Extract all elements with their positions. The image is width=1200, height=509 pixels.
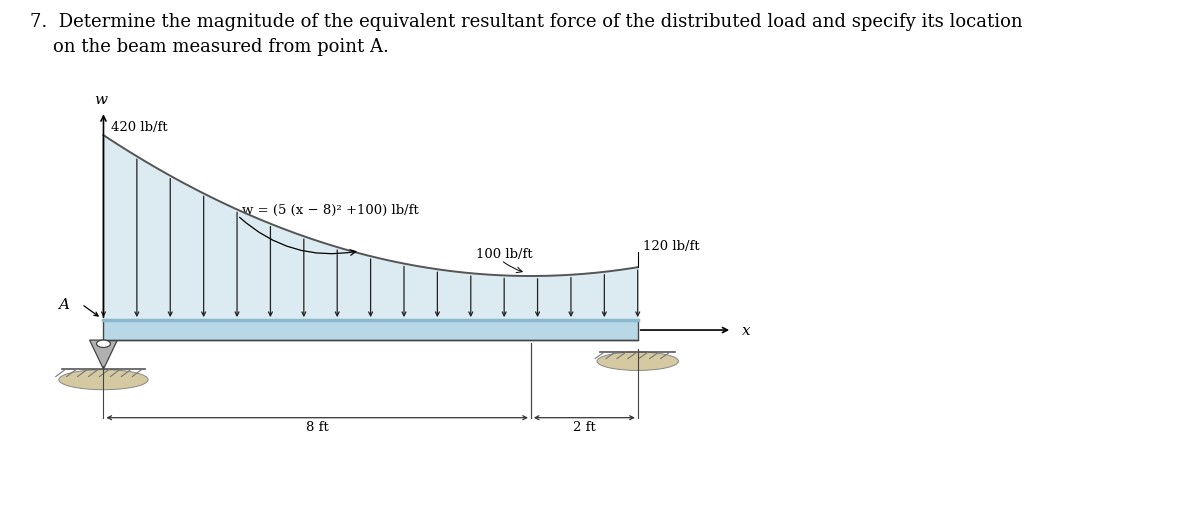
Text: 7.  Determine the magnitude of the equivalent resultant force of the distributed: 7. Determine the magnitude of the equiva… xyxy=(30,13,1022,31)
Text: 2 ft: 2 ft xyxy=(572,420,595,433)
Text: 8 ft: 8 ft xyxy=(306,420,329,433)
Polygon shape xyxy=(90,341,118,370)
Text: 100 lb/ft: 100 lb/ft xyxy=(476,248,533,261)
Text: 120 lb/ft: 120 lb/ft xyxy=(643,240,700,253)
Text: 420 lb/ft: 420 lb/ft xyxy=(112,120,168,133)
Polygon shape xyxy=(103,136,637,320)
FancyBboxPatch shape xyxy=(103,320,637,341)
Ellipse shape xyxy=(598,352,678,371)
Text: on the beam measured from point A.: on the beam measured from point A. xyxy=(30,38,389,56)
Ellipse shape xyxy=(59,370,148,390)
Circle shape xyxy=(96,341,110,348)
Text: A: A xyxy=(58,298,68,312)
Text: x: x xyxy=(742,323,751,337)
Text: w = (5 (x − 8)² +100) lb/ft: w = (5 (x − 8)² +100) lb/ft xyxy=(242,203,419,216)
Text: w: w xyxy=(94,93,107,107)
